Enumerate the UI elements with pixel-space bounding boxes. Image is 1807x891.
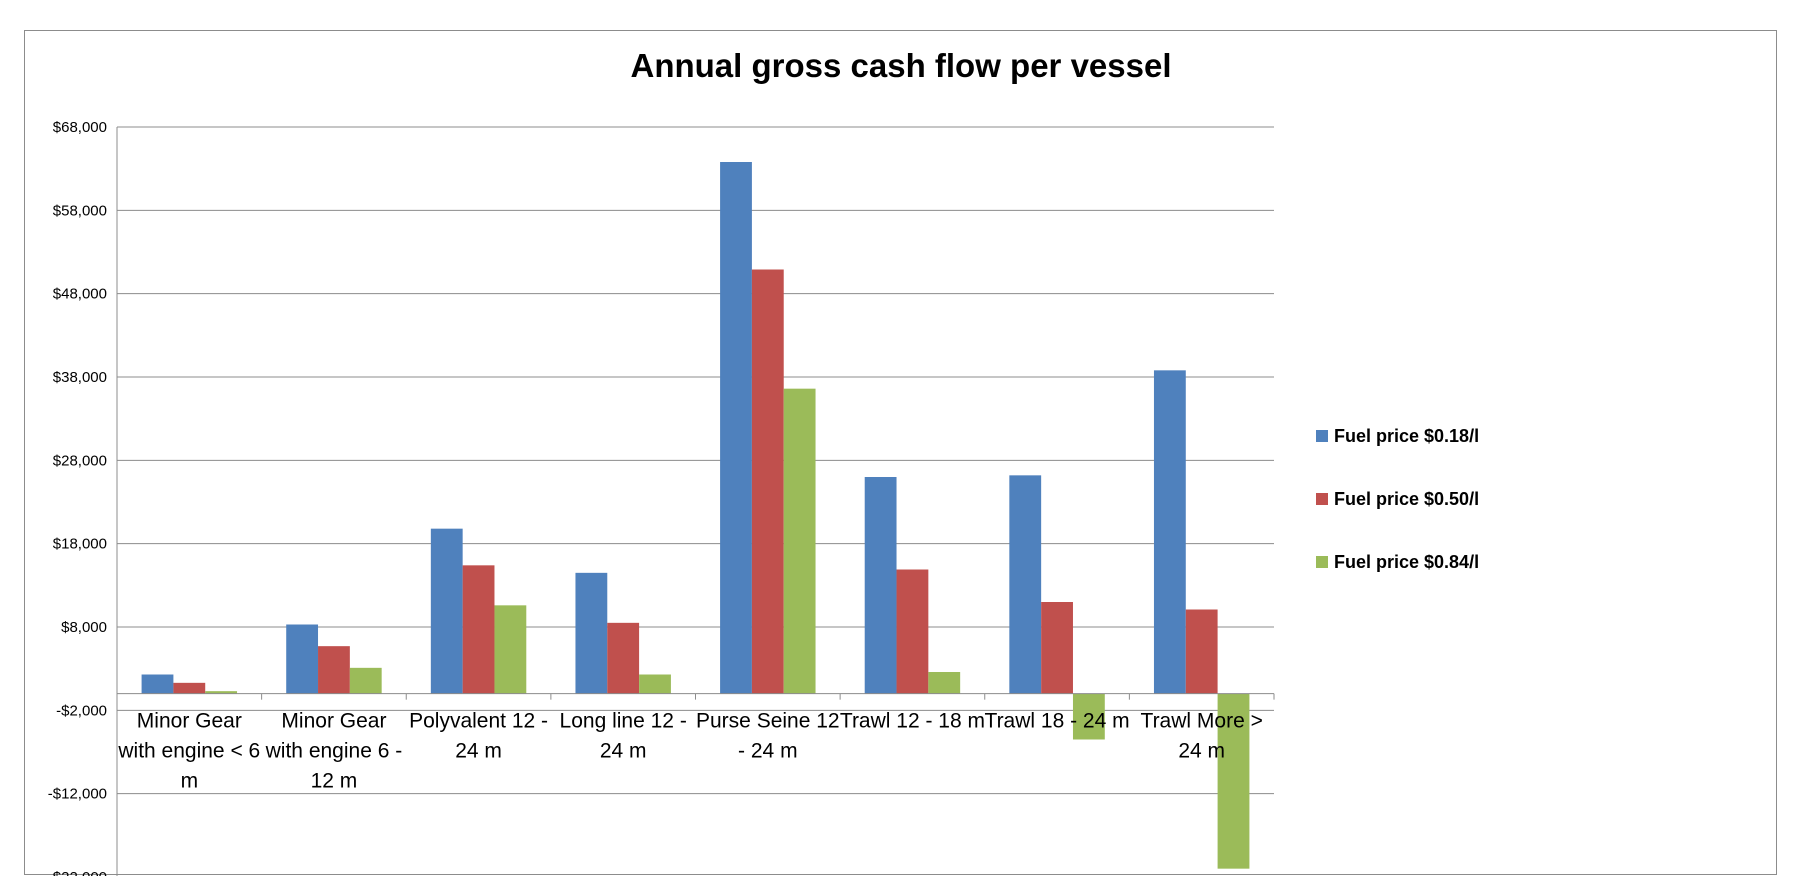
axes [116, 127, 1275, 876]
bar-1 [286, 624, 319, 694]
bar-2 [318, 646, 350, 694]
bar-3 [349, 667, 382, 694]
x-category-label: Minor Gear with engine 6 -12 m [265, 710, 403, 793]
x-category-label: Long line 12 -24 m [560, 710, 687, 763]
bar-3 [1072, 693, 1105, 740]
y-tick-label: $68,000 [53, 119, 107, 136]
bar-3 [494, 605, 527, 694]
legend: Fuel price $0.18/l Fuel price $0.50/l Fuel… [1316, 426, 1479, 572]
bar-3 [1217, 693, 1250, 869]
bar-2 [751, 269, 784, 694]
x-category-label: Trawl 12 - 18 m [840, 710, 985, 733]
legend-label: Fuel price $0.50/l [1334, 489, 1479, 509]
bar-1 [141, 674, 174, 694]
bar-2 [1185, 609, 1218, 694]
bar-1 [1153, 370, 1186, 694]
bar-2 [607, 622, 640, 694]
y-tick-labels: -$22,000 -$12,000 -$2,000 $8,000 $18,000 $28,… [48, 119, 107, 876]
chart-title: Annual gross cash flow per vessel [630, 47, 1171, 84]
chart-frame: -$22,000 -$12,000 -$2,000 $8,000 $18,000 $28,… [24, 30, 1777, 876]
legend-swatch [1316, 493, 1328, 505]
bars [141, 162, 1250, 869]
bar-1 [864, 477, 897, 694]
bar-3 [928, 672, 961, 694]
y-tick-label: $38,000 [53, 369, 107, 386]
bar-1 [430, 528, 463, 694]
bar-3 [205, 691, 238, 694]
x-category-label: Purse Seine 12- 24 m [696, 710, 840, 763]
legend-label: Fuel price $0.84/l [1334, 552, 1479, 572]
bar-chart: -$22,000 -$12,000 -$2,000 $8,000 $18,000 $28,… [48, 47, 1479, 876]
gridlines [117, 126, 1274, 795]
x-category-label: Polyvalent 12 -24 m [409, 710, 548, 763]
y-tick-label: $28,000 [53, 452, 107, 469]
bar-2 [173, 682, 206, 694]
bar-3 [783, 388, 816, 694]
y-tick-label: $18,000 [53, 536, 107, 553]
legend-label: Fuel price $0.18/l [1334, 426, 1479, 446]
y-tick-label: $58,000 [53, 202, 107, 219]
y-tick-label: -$12,000 [48, 786, 107, 803]
x-category-label: Trawl More >24 m [1141, 710, 1263, 763]
x-category-label: Trawl 18 - 24 m [985, 710, 1130, 733]
bar-1 [1009, 475, 1042, 694]
legend-swatch [1316, 556, 1328, 568]
bar-2 [1041, 602, 1073, 694]
bar-1 [575, 572, 608, 694]
y-tick-label: $48,000 [53, 286, 107, 303]
legend-swatch [1316, 430, 1328, 442]
bar-2 [462, 565, 495, 694]
y-tick-label: -$22,000 [48, 869, 107, 876]
y-tick-label: -$2,000 [56, 702, 107, 719]
y-tick-label: $8,000 [61, 619, 107, 636]
bar-3 [639, 674, 671, 694]
bar-2 [896, 569, 929, 694]
bar-1 [720, 162, 752, 694]
